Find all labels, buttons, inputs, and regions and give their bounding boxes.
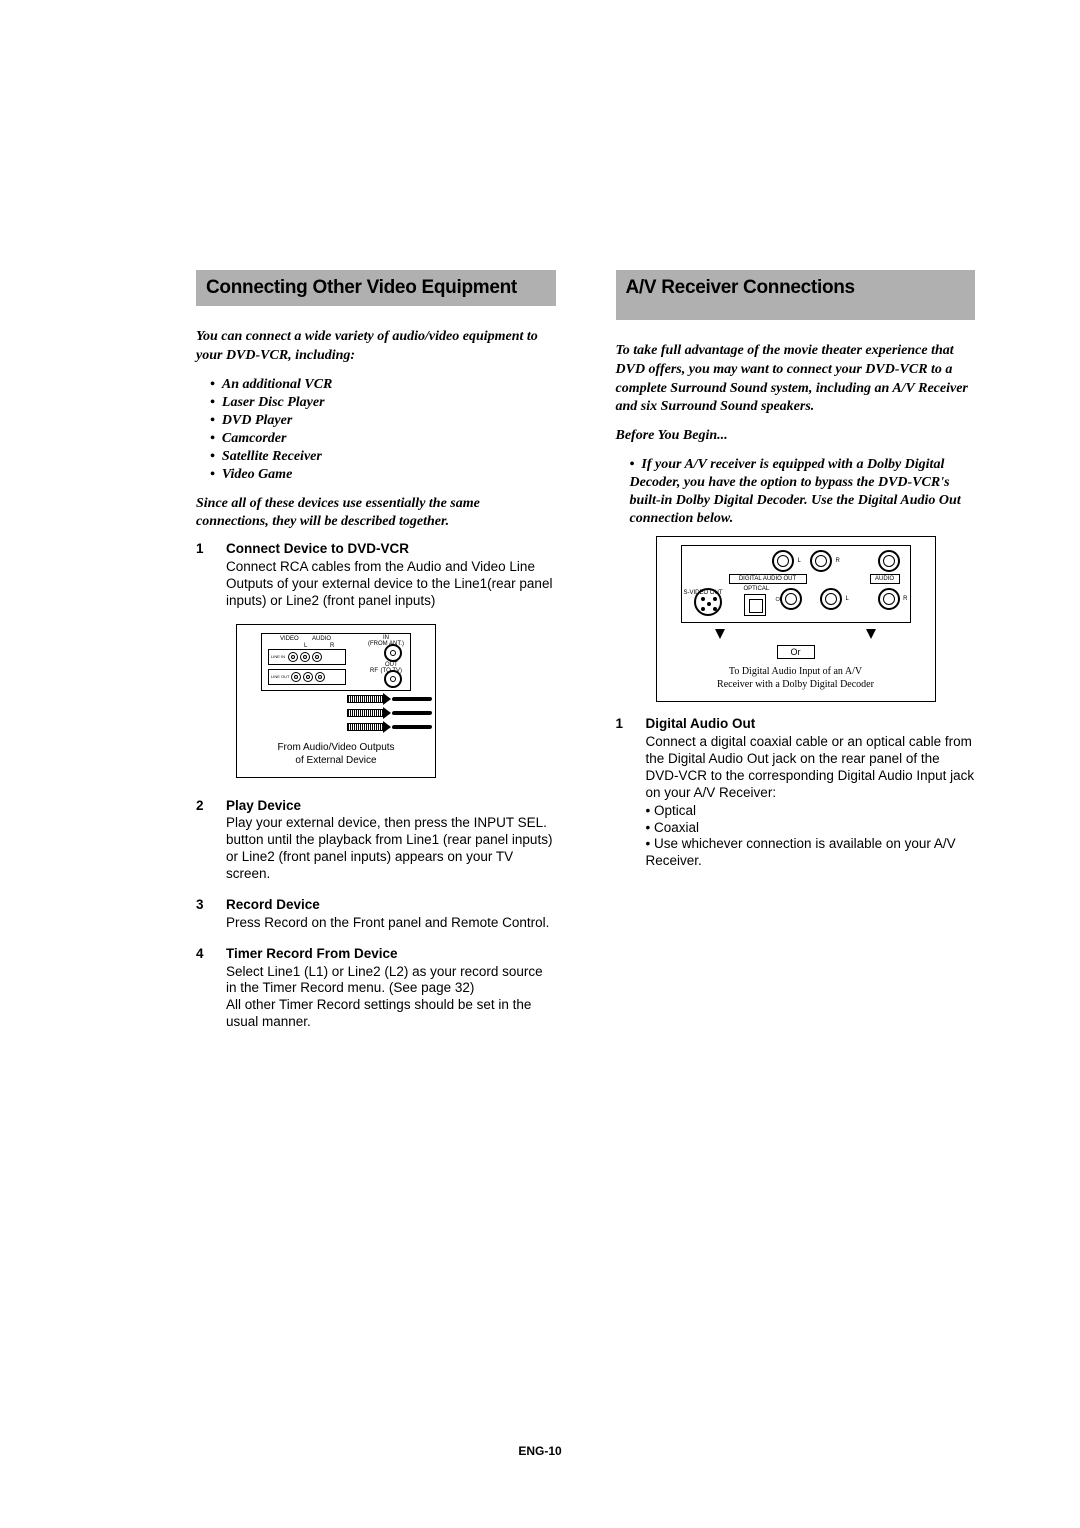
list-item: Optical xyxy=(646,803,976,820)
jack-icon xyxy=(878,550,900,572)
list-item: Video Game xyxy=(210,466,556,484)
step-num: 1 xyxy=(196,541,210,610)
tv-jack-icon xyxy=(384,670,402,688)
rca-cable-icon xyxy=(347,693,417,705)
step: 1 Digital Audio Out Connect a digital co… xyxy=(616,716,976,870)
step-title: Connect Device to DVD-VCR xyxy=(226,541,556,558)
list-item: An additional VCR xyxy=(210,376,556,394)
label-line-in: LINE IN xyxy=(271,654,285,659)
step-title: Record Device xyxy=(226,897,556,914)
step: 2 Play Device Play your external device,… xyxy=(196,798,556,883)
label-l: L xyxy=(798,558,801,564)
step: 1 Connect Device to DVD-VCR Connect RCA … xyxy=(196,541,556,610)
diagram-caption: Receiver with a Dolby Digital Decoder xyxy=(665,678,927,691)
sub-bullets: Optical Coaxial Use whichever connection… xyxy=(646,803,976,871)
list-item: Satellite Receiver xyxy=(210,448,556,466)
step-title: Play Device xyxy=(226,798,556,815)
jack-icon xyxy=(300,652,310,662)
step: 3 Record Device Press Record on the Fron… xyxy=(196,897,556,932)
jack-icon xyxy=(315,672,325,682)
line-out-row: LINE OUT xyxy=(268,669,346,685)
label-rf: RF xyxy=(370,668,378,674)
step-num: 4 xyxy=(196,946,210,1031)
equipment-list: An additional VCR Laser Disc Player DVD … xyxy=(210,376,556,485)
jack-icon xyxy=(312,652,322,662)
left-note: Since all of these devices use essential… xyxy=(196,495,556,531)
rca-cable-icon xyxy=(347,707,417,719)
jack-icon xyxy=(820,588,842,610)
step-body: Timer Record From Device Select Line1 (L… xyxy=(226,946,556,1031)
rear-panel: VIDEO AUDIO L R IN (FROM ANT.) OUT (TO T… xyxy=(261,633,411,691)
list-item: Coaxial xyxy=(646,820,976,837)
connection-diagram-left: VIDEO AUDIO L R IN (FROM ANT.) OUT (TO T… xyxy=(236,624,436,778)
svideo-jack-icon xyxy=(694,588,722,616)
arrow-down-icon xyxy=(866,629,876,639)
manual-page: Connecting Other Video Equipment You can… xyxy=(0,0,1080,1095)
label-audio: AUDIO xyxy=(312,636,331,642)
step-body: Digital Audio Out Connect a digital coax… xyxy=(646,716,976,870)
page-number: ENG-10 xyxy=(0,1444,1080,1458)
label-optical: OPTICAL xyxy=(744,586,770,592)
label-audio: AUDIO xyxy=(870,574,900,584)
step-num: 2 xyxy=(196,798,210,883)
label-video: VIDEO xyxy=(280,636,299,642)
list-item: Use whichever connection is available on… xyxy=(646,836,976,870)
step: 4 Timer Record From Device Select Line1 … xyxy=(196,946,556,1031)
jack-icon xyxy=(878,588,900,610)
label-r: R xyxy=(836,558,840,564)
step-title: Digital Audio Out xyxy=(646,716,976,733)
step-body: Connect Device to DVD-VCR Connect RCA ca… xyxy=(226,541,556,610)
step-body: Record Device Press Record on the Front … xyxy=(226,897,556,932)
ant-jack-icon xyxy=(384,644,402,662)
step-body: Play Device Play your external device, t… xyxy=(226,798,556,883)
coaxial-jack-icon xyxy=(780,588,802,610)
label-line-out: LINE OUT xyxy=(271,674,289,679)
arrow-down-icon xyxy=(715,629,725,639)
step-text: Connect RCA cables from the Audio and Vi… xyxy=(226,559,556,610)
jack-icon xyxy=(810,550,832,572)
jack-icon xyxy=(288,652,298,662)
label-digital-audio-out: DIGITAL AUDIO OUT xyxy=(729,574,807,584)
left-column: Connecting Other Video Equipment You can… xyxy=(196,270,556,1045)
right-intro: To take full advantage of the movie thea… xyxy=(616,342,976,418)
step-text: Connect a digital coaxial cable or an op… xyxy=(646,734,976,802)
diagram-caption: To Digital Audio Input of an A/V xyxy=(665,665,927,678)
left-intro: You can connect a wide variety of audio/… xyxy=(196,328,556,366)
line-in-row: LINE IN xyxy=(268,649,346,665)
left-header: Connecting Other Video Equipment xyxy=(196,270,556,306)
optical-jack-icon xyxy=(744,594,766,616)
rear-panel: L R DIGITAL AUDIO OUT AUDIO S-VIDEO OUT … xyxy=(681,545,911,623)
right-header: A/V Receiver Connections xyxy=(616,270,976,320)
label-in-ant: IN (FROM ANT.) xyxy=(368,635,404,647)
diagram-caption: From Audio/Video Outputs xyxy=(245,741,427,754)
list-item: DVD Player xyxy=(210,412,556,430)
rca-cable-icon xyxy=(347,721,417,733)
list-item: Laser Disc Player xyxy=(210,394,556,412)
step-num: 3 xyxy=(196,897,210,932)
jack-icon xyxy=(303,672,313,682)
before-bullet: If your A/V receiver is equipped with a … xyxy=(630,456,976,529)
step-title: Timer Record From Device xyxy=(226,946,556,963)
right-column: A/V Receiver Connections To take full ad… xyxy=(616,270,976,1045)
connection-diagram-right: L R DIGITAL AUDIO OUT AUDIO S-VIDEO OUT … xyxy=(656,536,936,702)
step-text: Play your external device, then press th… xyxy=(226,815,556,883)
step-text: Select Line1 (L1) or Line2 (L2) as your … xyxy=(226,964,556,1032)
step-num: 1 xyxy=(616,716,630,870)
step-text: Press Record on the Front panel and Remo… xyxy=(226,915,556,932)
or-label: Or xyxy=(777,645,815,659)
jack-icon xyxy=(772,550,794,572)
diagram-caption: of External Device xyxy=(245,754,427,767)
list-item: Camcorder xyxy=(210,430,556,448)
label-l: L xyxy=(846,596,849,602)
jack-icon xyxy=(291,672,301,682)
label-r: R xyxy=(903,596,907,602)
before-begin: Before You Begin... xyxy=(616,427,976,445)
